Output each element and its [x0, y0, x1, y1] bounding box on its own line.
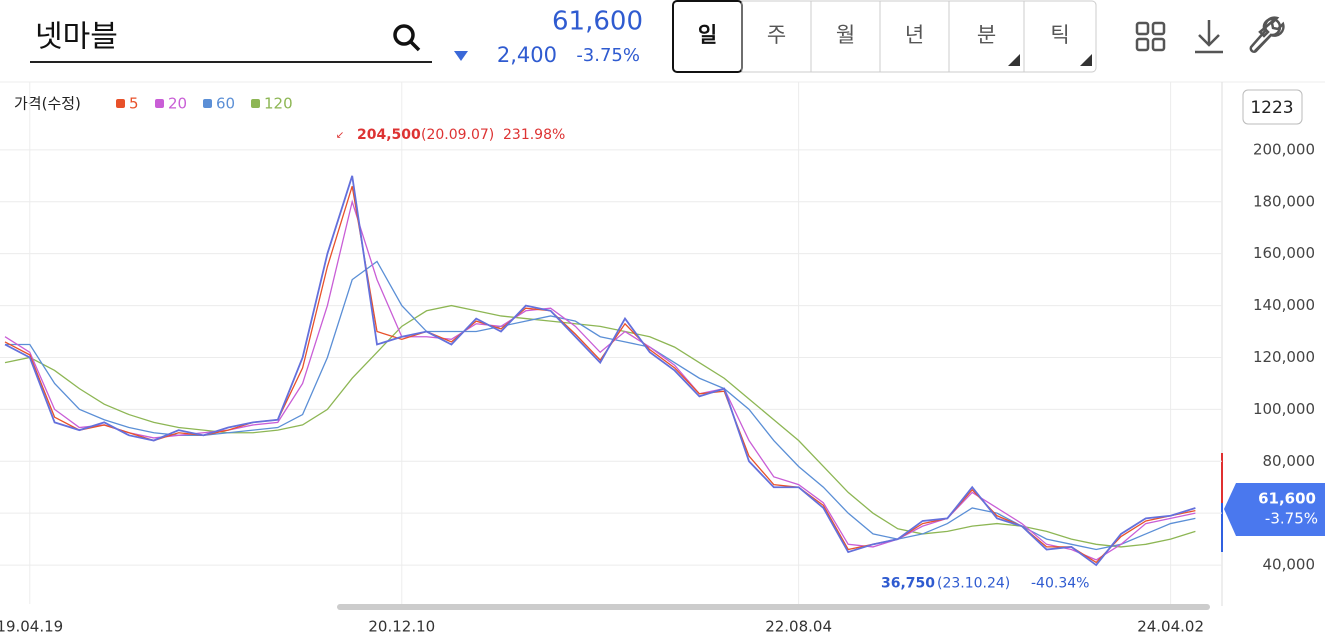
- legend-label: 120: [264, 95, 293, 113]
- stock-name[interactable]: 넷마블: [35, 20, 118, 55]
- settings-icon[interactable]: [1249, 16, 1285, 53]
- tab-label[interactable]: 일: [698, 23, 717, 47]
- count-box[interactable]: [1242, 89, 1303, 125]
- max-pct: 231.98%: [503, 127, 565, 143]
- y-tick-label: 180,000: [1253, 192, 1315, 210]
- legend-swatch: [251, 99, 260, 108]
- y-tick-label: 200,000: [1253, 140, 1315, 158]
- x-tick-label: 22.08.04: [765, 618, 832, 636]
- tab-label[interactable]: 분: [977, 23, 996, 47]
- grid-icon[interactable]: [1135, 21, 1166, 52]
- x-tick-label: 19.04.19: [0, 618, 63, 636]
- current-pct: -3.75%: [1265, 510, 1318, 528]
- legend-label: 60: [216, 95, 235, 113]
- max-arrow: ↙: [336, 130, 344, 141]
- download-icon-head: [1198, 34, 1220, 47]
- tab-label[interactable]: 주: [767, 23, 786, 47]
- wrench-body: [1249, 16, 1285, 53]
- tab-label[interactable]: 년: [905, 23, 924, 47]
- x-tick-label: 20.12.10: [368, 618, 435, 636]
- grid-icon-cell: [1135, 21, 1150, 36]
- legend-title: 가격(수정): [14, 95, 81, 113]
- min-pct: -40.34%: [1031, 576, 1089, 592]
- current-price: 61,600: [1258, 490, 1316, 508]
- search-icon-circle: [393, 24, 415, 46]
- ma-line: [4, 304, 1196, 548]
- grid-icon-cell: [1135, 37, 1150, 52]
- max-label: 204,500: [357, 127, 421, 143]
- change: 2,400: [497, 43, 557, 67]
- y-tick-label: 120,000: [1253, 348, 1315, 366]
- grid-icon-cell: [1151, 21, 1166, 36]
- ma-line: [4, 186, 1196, 564]
- y-tick-label: 80,000: [1263, 452, 1316, 470]
- tab-dropdown-mark: [1080, 54, 1092, 66]
- y-tick-label: 140,000: [1253, 296, 1315, 314]
- down-arrow: [454, 51, 468, 61]
- search-icon[interactable]: [393, 24, 421, 52]
- price: 61,600: [552, 7, 643, 37]
- min-label: 36,750: [881, 576, 935, 592]
- min-date: (23.10.24): [937, 576, 1010, 592]
- ma-line: [4, 199, 1196, 561]
- current-price-box: [1224, 483, 1325, 537]
- tab-dropdown-mark: [1008, 54, 1020, 66]
- y-tick-label: 160,000: [1253, 244, 1315, 262]
- change-pct: -3.75%: [576, 45, 640, 66]
- scrollbar[interactable]: [337, 604, 1210, 610]
- legend-swatch: [155, 99, 164, 108]
- download-icon[interactable]: [1195, 20, 1223, 54]
- legend-label: 5: [129, 95, 139, 113]
- period-count: 1223: [1250, 98, 1293, 118]
- tab-label[interactable]: 월: [836, 23, 855, 47]
- legend-swatch: [203, 99, 212, 108]
- grid-icon-cell: [1151, 37, 1166, 52]
- price-line: [4, 175, 1196, 567]
- max-date: (20.09.07): [421, 127, 494, 143]
- x-tick-label: 24.04.02: [1137, 618, 1204, 636]
- y-tick-label: 40,000: [1263, 556, 1316, 574]
- legend-swatch: [116, 99, 125, 108]
- search-icon-handle: [409, 40, 421, 52]
- legend-label: 20: [168, 95, 187, 113]
- y-tick-label: 100,000: [1253, 400, 1315, 418]
- tab-label[interactable]: 틱: [1050, 23, 1069, 47]
- ma-line: [5, 260, 1196, 551]
